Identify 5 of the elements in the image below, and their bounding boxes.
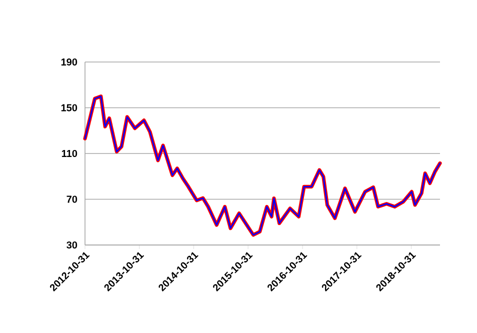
y-tick-label: 30 <box>66 241 78 249</box>
y-tick-label: 110 <box>62 150 78 158</box>
y-tick-label: 70 <box>66 196 78 203</box>
y-tick-label: 190 <box>61 58 78 66</box>
y-tick-label: 150 <box>61 104 78 112</box>
